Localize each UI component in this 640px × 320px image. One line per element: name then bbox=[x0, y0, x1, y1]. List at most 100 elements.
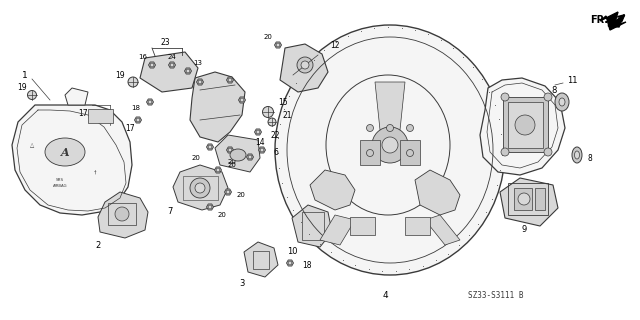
Polygon shape bbox=[215, 135, 260, 172]
Bar bbox=[360, 140, 380, 165]
Text: 9: 9 bbox=[522, 226, 527, 235]
Ellipse shape bbox=[198, 80, 202, 84]
Text: 16: 16 bbox=[138, 54, 147, 60]
Ellipse shape bbox=[406, 124, 413, 132]
Polygon shape bbox=[168, 62, 175, 68]
Ellipse shape bbox=[186, 69, 190, 73]
Ellipse shape bbox=[268, 118, 276, 126]
Ellipse shape bbox=[136, 118, 140, 122]
Text: 18: 18 bbox=[302, 260, 312, 269]
Ellipse shape bbox=[555, 93, 569, 111]
Polygon shape bbox=[425, 215, 460, 245]
Polygon shape bbox=[65, 88, 88, 105]
Ellipse shape bbox=[501, 148, 509, 156]
Ellipse shape bbox=[544, 93, 552, 101]
Bar bbox=[183, 176, 218, 200]
Polygon shape bbox=[415, 170, 460, 215]
Ellipse shape bbox=[518, 193, 530, 205]
Text: 12: 12 bbox=[330, 41, 339, 50]
Ellipse shape bbox=[544, 148, 552, 156]
Polygon shape bbox=[480, 78, 565, 175]
Ellipse shape bbox=[515, 115, 535, 135]
Ellipse shape bbox=[575, 151, 579, 159]
Text: A: A bbox=[61, 147, 69, 157]
Text: 14: 14 bbox=[255, 138, 264, 147]
Text: 7: 7 bbox=[167, 207, 173, 217]
Polygon shape bbox=[140, 52, 198, 92]
Bar bbox=[535, 188, 545, 210]
Text: 8: 8 bbox=[588, 154, 593, 163]
Ellipse shape bbox=[228, 78, 232, 82]
Polygon shape bbox=[292, 205, 332, 247]
Bar bbox=[508, 102, 543, 148]
Ellipse shape bbox=[230, 149, 246, 161]
Ellipse shape bbox=[170, 63, 174, 67]
Polygon shape bbox=[98, 192, 148, 238]
Polygon shape bbox=[259, 147, 266, 153]
Bar bbox=[503, 97, 548, 152]
Text: 19: 19 bbox=[115, 70, 125, 79]
Ellipse shape bbox=[45, 138, 85, 166]
Bar bbox=[108, 203, 136, 225]
Polygon shape bbox=[196, 79, 204, 85]
Bar bbox=[88, 109, 113, 123]
Text: 11: 11 bbox=[567, 76, 577, 84]
Ellipse shape bbox=[297, 57, 313, 73]
Ellipse shape bbox=[216, 168, 220, 172]
Polygon shape bbox=[227, 147, 234, 153]
Ellipse shape bbox=[256, 130, 260, 134]
Ellipse shape bbox=[262, 107, 273, 117]
Ellipse shape bbox=[148, 100, 152, 104]
Text: AIRBAG: AIRBAG bbox=[52, 184, 67, 188]
Text: 18: 18 bbox=[131, 105, 140, 111]
Text: △: △ bbox=[30, 142, 34, 148]
Bar bbox=[508, 183, 548, 215]
Polygon shape bbox=[280, 44, 328, 92]
Text: 5: 5 bbox=[177, 68, 182, 76]
Ellipse shape bbox=[367, 149, 374, 156]
Text: 10: 10 bbox=[287, 247, 297, 257]
Ellipse shape bbox=[501, 93, 509, 101]
Bar bbox=[302, 212, 324, 240]
Bar bbox=[350, 217, 375, 235]
Bar bbox=[405, 217, 430, 235]
Polygon shape bbox=[287, 260, 294, 266]
Text: 17: 17 bbox=[78, 108, 88, 117]
Polygon shape bbox=[214, 167, 221, 173]
Text: 5: 5 bbox=[177, 68, 182, 76]
Polygon shape bbox=[190, 72, 245, 142]
Bar bbox=[253, 251, 269, 269]
Text: 20: 20 bbox=[228, 162, 237, 168]
Ellipse shape bbox=[326, 75, 450, 215]
Ellipse shape bbox=[195, 183, 205, 193]
Polygon shape bbox=[600, 12, 626, 30]
Text: 15: 15 bbox=[278, 98, 287, 107]
Ellipse shape bbox=[288, 261, 292, 265]
Polygon shape bbox=[608, 15, 624, 27]
Text: 13: 13 bbox=[193, 60, 202, 66]
Text: 14: 14 bbox=[202, 167, 212, 177]
Ellipse shape bbox=[208, 145, 212, 149]
Text: 21: 21 bbox=[282, 110, 291, 119]
Ellipse shape bbox=[559, 98, 565, 106]
Ellipse shape bbox=[190, 178, 210, 198]
Ellipse shape bbox=[228, 148, 232, 152]
Polygon shape bbox=[275, 42, 282, 48]
Text: 20: 20 bbox=[237, 192, 246, 198]
Polygon shape bbox=[227, 77, 234, 83]
Polygon shape bbox=[184, 68, 191, 74]
Text: 23: 23 bbox=[160, 37, 170, 46]
Text: 8: 8 bbox=[551, 85, 557, 94]
Ellipse shape bbox=[406, 149, 413, 156]
Text: 3: 3 bbox=[239, 278, 244, 287]
Ellipse shape bbox=[301, 61, 309, 69]
Polygon shape bbox=[239, 97, 246, 103]
Text: FR.: FR. bbox=[590, 15, 608, 25]
Polygon shape bbox=[147, 99, 154, 105]
Polygon shape bbox=[207, 204, 214, 210]
Polygon shape bbox=[500, 178, 558, 226]
Text: 2: 2 bbox=[95, 241, 100, 250]
Polygon shape bbox=[246, 154, 253, 160]
Polygon shape bbox=[310, 170, 355, 210]
Text: †: † bbox=[93, 170, 96, 174]
